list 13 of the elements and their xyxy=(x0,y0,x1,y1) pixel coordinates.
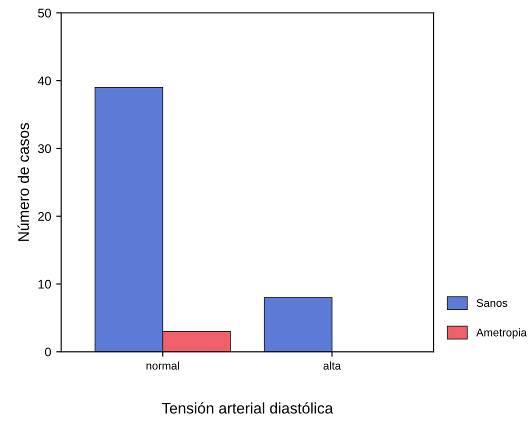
legend-label: Ametropia xyxy=(476,328,527,339)
x-tick-label: alta xyxy=(324,362,341,370)
y-tick-label: 50 xyxy=(38,8,51,18)
x-axis-title: Tensión arterial diastólica xyxy=(162,402,334,414)
y-axis-title: Número de casos xyxy=(18,123,29,241)
bar xyxy=(264,297,332,352)
y-tick-label: 20 xyxy=(38,212,51,221)
y-tick-label: 30 xyxy=(38,144,51,154)
y-tick-label: 0 xyxy=(44,348,51,356)
y-tick-label: 40 xyxy=(38,76,51,86)
legend-label: Sanos xyxy=(476,299,508,307)
y-tick-label: 10 xyxy=(38,280,51,289)
x-tick-label: normal xyxy=(146,362,179,370)
